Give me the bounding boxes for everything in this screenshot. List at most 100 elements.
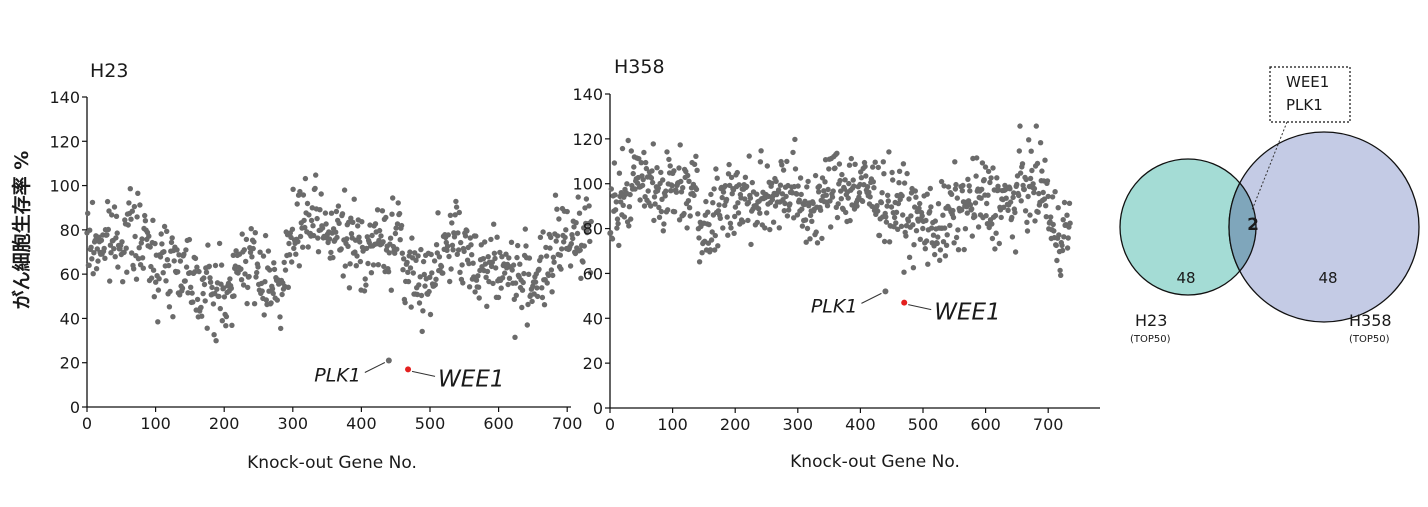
data-point xyxy=(813,229,819,235)
data-point xyxy=(835,201,841,207)
data-point xyxy=(214,286,220,292)
data-point xyxy=(969,233,975,239)
data-point xyxy=(724,214,730,220)
data-point xyxy=(744,183,750,190)
data-point xyxy=(797,175,804,181)
data-point xyxy=(255,264,261,270)
data-point xyxy=(166,262,172,269)
data-point xyxy=(89,256,95,262)
data-point xyxy=(625,137,631,144)
data-point xyxy=(1005,207,1011,213)
data-point xyxy=(519,287,526,293)
data-point xyxy=(540,229,546,235)
data-point xyxy=(170,314,176,320)
data-point xyxy=(399,250,405,256)
data-point xyxy=(263,297,269,303)
data-point xyxy=(764,163,770,169)
data-point xyxy=(641,203,648,209)
data-point xyxy=(485,254,491,260)
data-point xyxy=(522,226,528,232)
data-point xyxy=(1019,161,1026,167)
data-point xyxy=(525,301,531,308)
data-point xyxy=(706,221,712,228)
data-point xyxy=(563,227,569,233)
data-point xyxy=(891,214,898,221)
data-point xyxy=(935,201,942,207)
y-tick-label: 80 xyxy=(60,221,80,240)
data-point xyxy=(1052,189,1058,195)
data-point xyxy=(534,293,541,300)
data-point xyxy=(108,250,114,256)
data-point xyxy=(206,263,212,269)
data-point xyxy=(370,262,377,268)
data-point xyxy=(953,181,959,188)
data-point xyxy=(119,239,125,245)
data-point xyxy=(342,263,348,269)
data-point xyxy=(895,226,901,232)
data-point xyxy=(281,259,287,266)
data-point xyxy=(823,192,829,198)
data-point xyxy=(452,212,458,218)
data-point xyxy=(1066,200,1073,206)
data-point xyxy=(387,235,394,241)
data-point xyxy=(886,239,893,245)
data-point xyxy=(240,282,247,288)
data-point xyxy=(300,244,306,250)
data-point xyxy=(517,261,523,267)
data-point xyxy=(777,182,784,188)
data-point xyxy=(257,249,263,255)
data-point xyxy=(580,259,586,265)
data-point xyxy=(715,208,722,214)
data-point xyxy=(992,246,998,252)
data-point xyxy=(951,240,957,246)
data-point xyxy=(626,223,632,229)
x-tick-label: 100 xyxy=(657,415,688,434)
data-point xyxy=(139,236,145,242)
data-point xyxy=(585,226,591,232)
data-point xyxy=(661,221,667,227)
data-point xyxy=(952,159,958,165)
data-point xyxy=(709,229,715,235)
data-point xyxy=(374,207,381,213)
data-point xyxy=(866,189,872,195)
data-point xyxy=(959,188,965,194)
data-point xyxy=(161,223,168,230)
data-point xyxy=(534,285,540,291)
data-point xyxy=(725,171,732,177)
y-tick-label: 40 xyxy=(60,309,80,328)
data-point xyxy=(849,202,855,208)
data-point xyxy=(889,169,895,176)
data-point xyxy=(416,300,423,306)
data-point xyxy=(553,238,559,244)
data-point xyxy=(953,234,960,241)
y-tick-label: 100 xyxy=(49,177,80,196)
data-point xyxy=(330,254,336,261)
data-point xyxy=(499,254,505,260)
data-point xyxy=(676,165,682,171)
data-point xyxy=(205,242,211,248)
data-point xyxy=(982,164,989,170)
data-point xyxy=(286,240,292,247)
data-point xyxy=(1016,192,1022,199)
data-point xyxy=(987,179,993,186)
data-point xyxy=(227,276,233,282)
data-point xyxy=(111,204,118,210)
data-point xyxy=(648,175,655,181)
data-point xyxy=(900,161,907,167)
data-point xyxy=(385,269,392,275)
data-point xyxy=(519,304,525,311)
y-tick-label: 20 xyxy=(583,354,603,373)
data-point xyxy=(574,230,581,237)
data-point xyxy=(497,249,503,256)
data-point xyxy=(454,251,460,257)
data-point xyxy=(152,240,158,247)
highlight-label-wee1: WEE1 xyxy=(934,300,1000,326)
data-point xyxy=(350,219,356,225)
data-point xyxy=(1023,176,1029,183)
data-point xyxy=(916,205,922,211)
venn-intersection xyxy=(1228,181,1257,273)
data-point xyxy=(469,252,475,258)
data-point xyxy=(1001,204,1007,210)
data-point xyxy=(470,260,476,266)
data-point xyxy=(927,208,933,215)
